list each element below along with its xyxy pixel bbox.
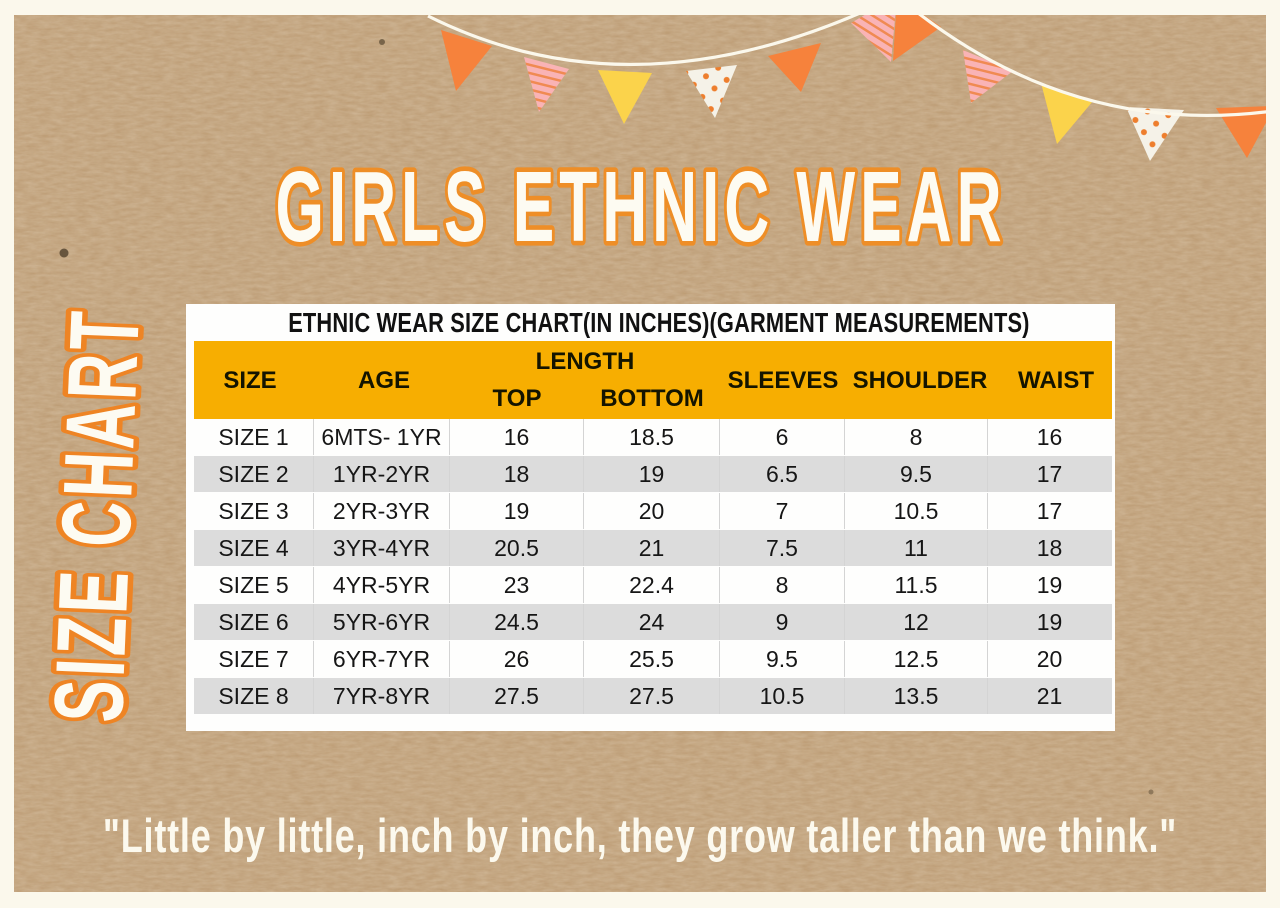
- svg-text:SIZE CHART: SIZE CHART: [34, 306, 161, 724]
- svg-text:GIRLS ETHNIC WEAR: GIRLS ETHNIC WEAR: [276, 150, 1007, 263]
